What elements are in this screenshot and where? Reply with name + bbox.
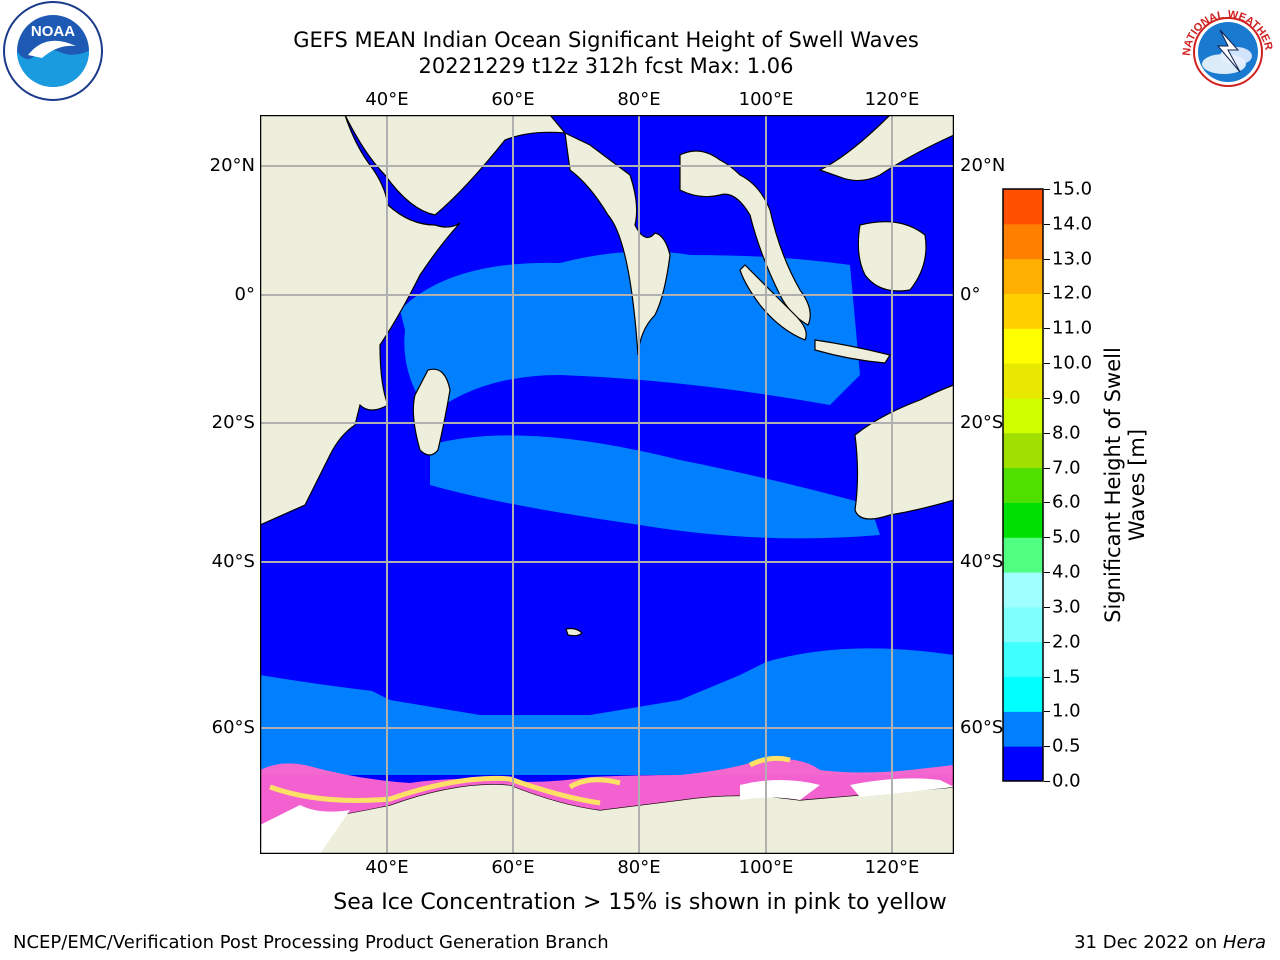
graticule (260, 115, 954, 854)
colorbar-tick-mark (1044, 641, 1050, 643)
colorbar-label: Significant Height of Swell Waves [m] (1101, 325, 1149, 645)
footer-branch: NCEP/EMC/Verification Post Processing Pr… (13, 932, 609, 953)
left-lat-label: 40°S (211, 551, 255, 572)
bottom-lon-label: 40°E (365, 857, 409, 878)
colorbar-tick-label: 1.5 (1052, 666, 1081, 688)
top-lon-label: 100°E (738, 89, 794, 110)
chart-subtitle: 20221229 t12z 312h fcst Max: 1.06 (418, 54, 794, 78)
top-lon-label: 40°E (365, 89, 409, 110)
colorbar-tick-mark (1044, 258, 1050, 260)
colorbar-segment (1003, 189, 1043, 225)
colorbar-tick-label: 4.0 (1052, 561, 1081, 583)
left-lat-label: 60°S (211, 717, 255, 738)
colorbar-tick-label: 3.0 (1052, 596, 1081, 618)
colorbar-tick-mark (1044, 363, 1050, 365)
colorbar-tick-mark (1044, 711, 1050, 713)
colorbar-tick-mark (1044, 746, 1050, 748)
right-lat-label: 20°S (960, 412, 1004, 433)
colorbar-tick-mark (1044, 397, 1050, 399)
colorbar-segment (1003, 641, 1043, 678)
colorbar-tick-label: 14.0 (1052, 213, 1093, 235)
colorbar-segment (1003, 537, 1043, 573)
sea-ice-band (260, 758, 954, 825)
top-lon-label: 120°E (864, 89, 920, 110)
left-lat-label: 20°N (209, 155, 255, 176)
colorbar-tick-mark (1044, 328, 1050, 330)
sea-ice-edge (269, 755, 791, 806)
colorbar-tick-label: 2.0 (1052, 631, 1081, 653)
chart-title: GEFS MEAN Indian Ocean Significant Heigh… (293, 28, 919, 52)
swell-zone-low (260, 555, 954, 705)
noaa-logo: NOAA (3, 1, 103, 101)
colorbar-segment (1003, 711, 1043, 747)
colorbar-label-line1: Significant Height of Swell (1101, 347, 1125, 623)
colorbar-tick-label: 13.0 (1052, 248, 1093, 270)
colorbar-segment (1003, 293, 1043, 329)
colorbar-segment (1003, 328, 1043, 364)
footer-date: 31 Dec 2022 on Hera (1074, 932, 1266, 953)
colorbar-segment (1003, 572, 1043, 608)
colorbar-tick-mark (1044, 676, 1050, 678)
colorbar-label-line2: Waves [m] (1125, 428, 1149, 542)
colorbar-tick-label: 1.0 (1052, 700, 1081, 722)
colorbar-segment (1003, 432, 1043, 469)
colorbar-segment (1003, 746, 1043, 782)
colorbar-tick-label: 8.0 (1052, 422, 1081, 444)
left-lat-label: 20°S (211, 412, 255, 433)
nws-logo: NATIONAL WEATHER SERVICE (1176, 0, 1278, 102)
top-lon-label: 80°E (617, 89, 661, 110)
bottom-lon-label: 100°E (738, 857, 794, 878)
top-lon-label: 60°E (491, 89, 535, 110)
bottom-lon-label: 60°E (491, 857, 535, 878)
colorbar-tick-mark (1044, 606, 1050, 608)
colorbar-tick-mark (1044, 432, 1050, 434)
ice-shelf (260, 778, 954, 854)
colorbar-frame (1002, 188, 1044, 782)
colorbar-tick-label: 0.0 (1052, 770, 1081, 792)
map-panel (260, 115, 954, 854)
colorbar-segment (1003, 606, 1043, 643)
colorbar-tick-label: 7.0 (1052, 457, 1081, 479)
colorbar-tick-label: 15.0 (1052, 178, 1093, 200)
colorbar-tick-label: 6.0 (1052, 491, 1081, 513)
colorbar-tick-mark (1044, 502, 1050, 504)
colorbar-tick-mark (1044, 189, 1050, 190)
colorbar-segment (1003, 502, 1043, 538)
right-lat-label: 60°S (960, 717, 1004, 738)
sea-ice-caption: Sea Ice Concentration > 15% is shown in … (333, 890, 947, 915)
colorbar-tick-label: 5.0 (1052, 526, 1081, 548)
footer-machine: Hera (1222, 932, 1266, 953)
footer-date-text: 31 Dec 2022 on (1074, 932, 1223, 953)
colorbar-tick-mark (1044, 572, 1050, 574)
colorbar-tick-label: 12.0 (1052, 282, 1093, 304)
colorbar-tick-mark (1044, 537, 1050, 539)
right-lat-label: 40°S (960, 551, 1004, 572)
colorbar-tick-mark (1044, 223, 1050, 225)
bottom-lon-label: 120°E (864, 857, 920, 878)
colorbar-tick-mark (1044, 467, 1050, 469)
colorbar-tick-label: 10.0 (1052, 352, 1093, 374)
colorbar-segment (1003, 467, 1043, 503)
colorbar-segment (1003, 397, 1043, 434)
right-lat-label: 0° (960, 284, 981, 305)
bottom-lon-label: 80°E (617, 857, 661, 878)
colorbar-tick-label: 9.0 (1052, 387, 1081, 409)
colorbar-tick-mark (1044, 293, 1050, 295)
left-lat-label: 0° (234, 284, 255, 305)
colorbar (1002, 188, 1044, 782)
colorbar-segment (1003, 223, 1043, 260)
colorbar-segment (1003, 676, 1043, 712)
right-lat-label: 20°N (960, 155, 1006, 176)
map-frame (260, 115, 954, 854)
colorbar-tick-label: 0.5 (1052, 735, 1081, 757)
noaa-logo-text: NOAA (31, 23, 75, 40)
colorbar-segment (1003, 258, 1043, 294)
colorbar-segment (1003, 363, 1043, 399)
colorbar-tick-label: 11.0 (1052, 317, 1093, 339)
colorbar-tick-mark (1044, 781, 1050, 782)
